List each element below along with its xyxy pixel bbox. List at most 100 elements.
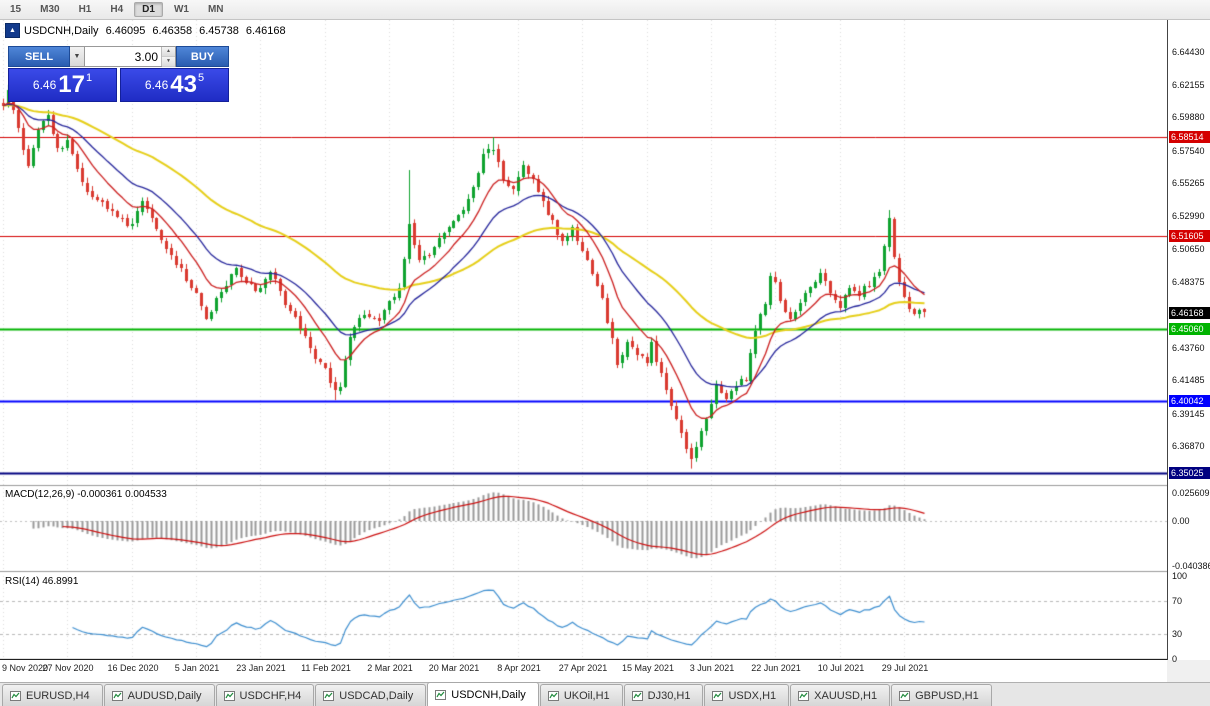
volume-down-icon[interactable]: ▼ [162, 57, 175, 67]
price-chart-canvas[interactable] [0, 20, 1167, 660]
level-price-label: 6.58514 [1169, 131, 1210, 143]
date-axis-label: 11 Feb 2021 [301, 663, 351, 673]
rsi-axis-label: 30 [1172, 629, 1183, 639]
one-click-trading-panel: SELL ▼ 3.00 ▲ ▼ BUY 6.46 17 1 6.46 43 5 [8, 46, 229, 102]
price-axis-tick: 6.62155 [1172, 79, 1205, 90]
date-axis-label: 29 Jul 2021 [881, 663, 929, 673]
trade-controls-row: SELL ▼ 3.00 ▲ ▼ BUY [8, 46, 229, 67]
date-axis-label: 8 Apr 2021 [497, 663, 541, 673]
chart-tab-label: USDCNH,Daily [451, 688, 526, 701]
timeframe-d1[interactable]: D1 [134, 2, 163, 17]
date-axis-label: 9 Nov 2020 [2, 663, 49, 673]
chart-tab-icon [631, 690, 643, 701]
tab-xauusd-h1[interactable]: XAUUSD,H1 [790, 684, 891, 706]
level-price-label: 6.45060 [1169, 323, 1210, 336]
price-axis[interactable]: 6.64430 6.62155 6.59880 6.57540 6.55265 6.529… [1167, 20, 1210, 664]
timeframe-toolbar: 15 M30 H1 H4 D1 W1 MN [0, 0, 1210, 20]
tab-ukoil-h1[interactable]: UKOil,H1 [539, 684, 623, 706]
price-axis-tick: 6.64430 [1172, 47, 1205, 58]
rsi-axis-label: 70 [1172, 596, 1183, 606]
date-axis-label: 27 Nov 2020 [42, 663, 94, 673]
timeframe-15[interactable]: 15 [10, 4, 22, 15]
chart-tab-icon [547, 690, 559, 701]
buy-price-pips: 43 [170, 71, 197, 98]
chart-tab-icon [323, 690, 335, 701]
sell-price-main: 6.46 [32, 78, 57, 92]
rsi-axis-label: 100 [1172, 571, 1188, 582]
bar-close: 6.46168 [245, 24, 286, 37]
chart-tabs: EURUSD,H4 AUDUSD,Daily USDCHF,H4 USDCAD,Dai… [0, 682, 1210, 706]
chart-tab-icon [435, 689, 447, 700]
buy-price-box[interactable]: 6.46 43 5 [120, 68, 229, 102]
sell-price-pips: 17 [58, 71, 85, 98]
tab-usdcad-daily[interactable]: USDCAD,Daily [315, 684, 427, 706]
level-price-label: 6.51605 [1169, 229, 1210, 242]
sell-button[interactable]: SELL [8, 46, 70, 67]
tab-usdx-h1[interactable]: USDX,H1 [704, 684, 790, 706]
price-axis-tick: 6.48375 [1172, 276, 1205, 287]
chart-tab-icon [712, 690, 724, 701]
chart-tab-icon [798, 690, 810, 701]
chart-window: ▲ USDCNH,Daily 6.46095 6.46358 6.45738 6… [0, 20, 1167, 660]
tab-gbpusd-h1[interactable]: GBPUSD,H1 [891, 684, 992, 706]
price-axis-tick: 6.57540 [1172, 145, 1205, 156]
macd-axis-label: 0.00 [1172, 516, 1190, 526]
chart-tab-label: EURUSD,H4 [26, 689, 90, 702]
tab-dj30-h1[interactable]: DJ30,H1 [623, 684, 704, 706]
sell-price-box[interactable]: 6.46 17 1 [8, 68, 117, 102]
price-axis-tick: 6.41485 [1172, 375, 1205, 386]
chart-tab-label: AUDUSD,Daily [127, 689, 202, 702]
chart-tab-label: UKOil,H1 [563, 689, 610, 702]
date-axis-label: 15 May 2021 [621, 663, 675, 673]
timeframe-m30[interactable]: M30 [40, 4, 60, 15]
timeframe-mn[interactable]: MN [207, 4, 224, 15]
tab-usdchf-h4[interactable]: USDCHF,H4 [215, 684, 315, 706]
current-price-label: 6.46168 [1169, 307, 1210, 320]
buy-price-main: 6.46 [144, 78, 169, 92]
chart-tab-icon [223, 690, 235, 701]
chart-tab-label: USDCAD,Daily [339, 689, 414, 702]
level-price-label: 6.40042 [1169, 394, 1210, 407]
date-axis-label: 16 Dec 2020 [107, 663, 159, 673]
rsi-axis-label: 0 [1172, 653, 1178, 664]
volume-dropdown-icon[interactable]: ▼ [70, 46, 85, 67]
price-axis-tick: 6.52990 [1172, 210, 1205, 221]
volume-stepper: ▲ ▼ [161, 47, 175, 67]
volume-up-icon[interactable]: ▲ [162, 47, 175, 57]
chart-tab-label: USDX,H1 [728, 689, 777, 702]
chart-symbol: USDCNH,Daily [24, 24, 99, 37]
bar-open: 6.46095 [105, 24, 146, 37]
volume-value[interactable]: 3.00 [134, 49, 158, 64]
timeframe-w1[interactable]: W1 [173, 4, 189, 15]
date-axis-label: 20 Mar 2021 [428, 663, 480, 673]
price-axis-tick: 6.36870 [1172, 441, 1205, 452]
one-click-collapse-icon[interactable]: ▲ [5, 23, 20, 38]
tab-audusd-daily[interactable]: AUDUSD,Daily [103, 684, 215, 706]
sell-price-point: 1 [85, 72, 93, 84]
macd-axis-label: 0.025609 [1172, 487, 1210, 498]
timeframe-h4[interactable]: H4 [110, 4, 124, 15]
timeframe-h1[interactable]: H1 [78, 4, 92, 15]
price-axis-tick: 6.50650 [1172, 244, 1205, 255]
tab-eurusd-h4[interactable]: EURUSD,H4 [2, 684, 103, 706]
macd-label: MACD(12,26,9) -0.000361 0.004533 [5, 489, 167, 500]
tab-usdcnh-daily[interactable]: USDCNH,Daily [427, 682, 539, 706]
chart-tab-label: GBPUSD,H1 [915, 689, 979, 702]
buy-button[interactable]: BUY [176, 46, 229, 67]
price-axis-tick: 6.43760 [1172, 342, 1205, 353]
volume-field[interactable]: 3.00 ▲ ▼ [85, 46, 176, 67]
rsi-label: RSI(14) 46.8991 [5, 576, 79, 587]
trade-prices-row: 6.46 17 1 6.46 43 5 [8, 68, 229, 102]
price-axis-tick: 6.39145 [1172, 408, 1205, 419]
chart-tab-label: USDCHF,H4 [239, 689, 302, 702]
price-axis-tick: 6.59880 [1172, 112, 1205, 123]
chart-tab-icon [10, 690, 21, 701]
date-axis-label: 22 Jun 2021 [751, 663, 801, 673]
date-axis[interactable]: 9 Nov 2020 27 Nov 2020 16 Dec 2020 5 Jan 20… [0, 660, 1167, 682]
chart-tab-icon [899, 690, 911, 701]
bar-high: 6.46358 [152, 24, 193, 37]
price-axis-tick: 6.55265 [1172, 178, 1205, 189]
chart-tab-label: XAUUSD,H1 [814, 689, 878, 702]
date-axis-label: 23 Jan 2021 [236, 663, 286, 673]
date-axis-label: 27 Apr 2021 [558, 663, 608, 673]
